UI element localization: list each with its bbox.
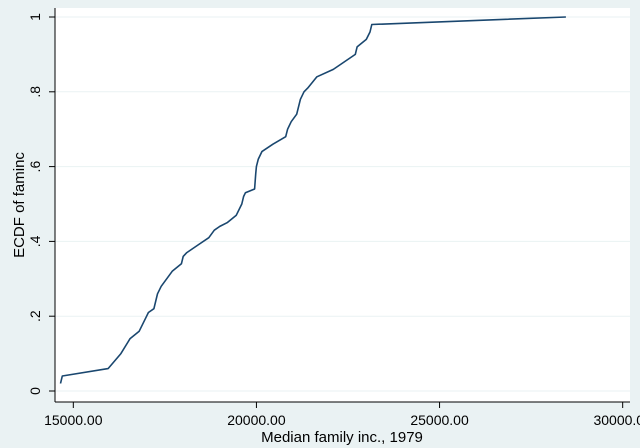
y-tick-label: .4 (27, 235, 43, 247)
x-axis-ticks: 15000.00 20000.00 25000.00 30000.00 (44, 402, 640, 428)
x-tick-label: 15000.00 (44, 412, 103, 428)
plot-area (55, 8, 630, 402)
y-tick-label: .8 (27, 86, 43, 98)
y-tick-label: .2 (27, 310, 43, 322)
x-tick-label: 25000.00 (410, 412, 469, 428)
x-axis-title: Median family inc., 1979 (261, 429, 423, 446)
y-tick-label: 1 (27, 13, 43, 21)
y-axis-ticks: 0 .2 .4 .6 .8 1 (27, 13, 55, 395)
y-axis-title: ECDF of faminc (11, 152, 28, 258)
x-tick-label: 20000.00 (227, 412, 286, 428)
x-tick-label: 30000.00 (593, 412, 640, 428)
gridlines (55, 16, 630, 392)
y-tick-label: .6 (27, 161, 43, 173)
y-tick-label: 0 (27, 387, 43, 395)
ecdf-series-line (59, 16, 566, 384)
